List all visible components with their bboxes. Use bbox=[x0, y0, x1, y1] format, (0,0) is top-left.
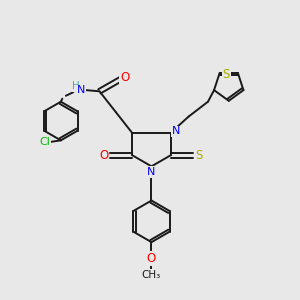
Text: CH₃: CH₃ bbox=[142, 270, 161, 280]
Text: H: H bbox=[72, 81, 80, 91]
Text: N: N bbox=[147, 167, 156, 177]
Text: N: N bbox=[77, 85, 85, 95]
Text: S: S bbox=[195, 149, 203, 162]
Text: O: O bbox=[147, 252, 156, 265]
Text: S: S bbox=[223, 68, 230, 81]
Text: O: O bbox=[120, 70, 129, 83]
Text: Cl: Cl bbox=[39, 137, 50, 147]
Text: O: O bbox=[99, 149, 109, 162]
Text: N: N bbox=[172, 126, 180, 136]
